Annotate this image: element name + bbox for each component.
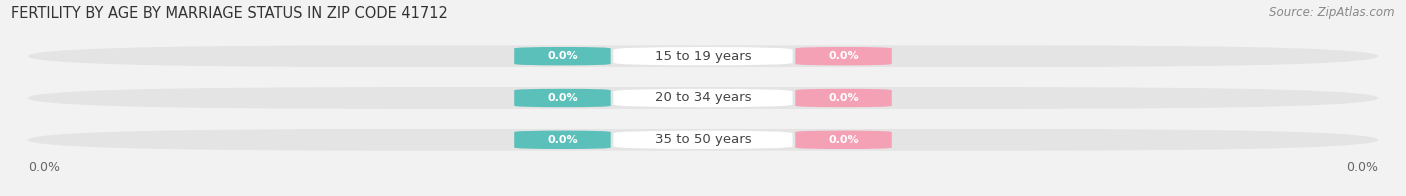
FancyBboxPatch shape — [613, 89, 793, 107]
Text: 15 to 19 years: 15 to 19 years — [655, 50, 751, 63]
FancyBboxPatch shape — [796, 131, 891, 149]
FancyBboxPatch shape — [796, 89, 891, 107]
FancyBboxPatch shape — [515, 89, 610, 107]
Text: 0.0%: 0.0% — [547, 51, 578, 61]
FancyBboxPatch shape — [515, 131, 610, 149]
Text: FERTILITY BY AGE BY MARRIAGE STATUS IN ZIP CODE 41712: FERTILITY BY AGE BY MARRIAGE STATUS IN Z… — [11, 6, 449, 21]
Text: 20 to 34 years: 20 to 34 years — [655, 92, 751, 104]
Text: 0.0%: 0.0% — [28, 161, 60, 174]
Text: 0.0%: 0.0% — [547, 93, 578, 103]
Text: 0.0%: 0.0% — [828, 93, 859, 103]
FancyBboxPatch shape — [613, 47, 793, 65]
FancyBboxPatch shape — [515, 47, 610, 65]
Text: Source: ZipAtlas.com: Source: ZipAtlas.com — [1270, 6, 1395, 19]
Text: 0.0%: 0.0% — [828, 135, 859, 145]
Text: 35 to 50 years: 35 to 50 years — [655, 133, 751, 146]
Text: 0.0%: 0.0% — [547, 135, 578, 145]
FancyBboxPatch shape — [28, 87, 1378, 109]
FancyBboxPatch shape — [613, 131, 793, 149]
FancyBboxPatch shape — [796, 47, 891, 65]
Text: 0.0%: 0.0% — [828, 51, 859, 61]
FancyBboxPatch shape — [28, 129, 1378, 151]
Text: 0.0%: 0.0% — [1346, 161, 1378, 174]
FancyBboxPatch shape — [28, 45, 1378, 67]
